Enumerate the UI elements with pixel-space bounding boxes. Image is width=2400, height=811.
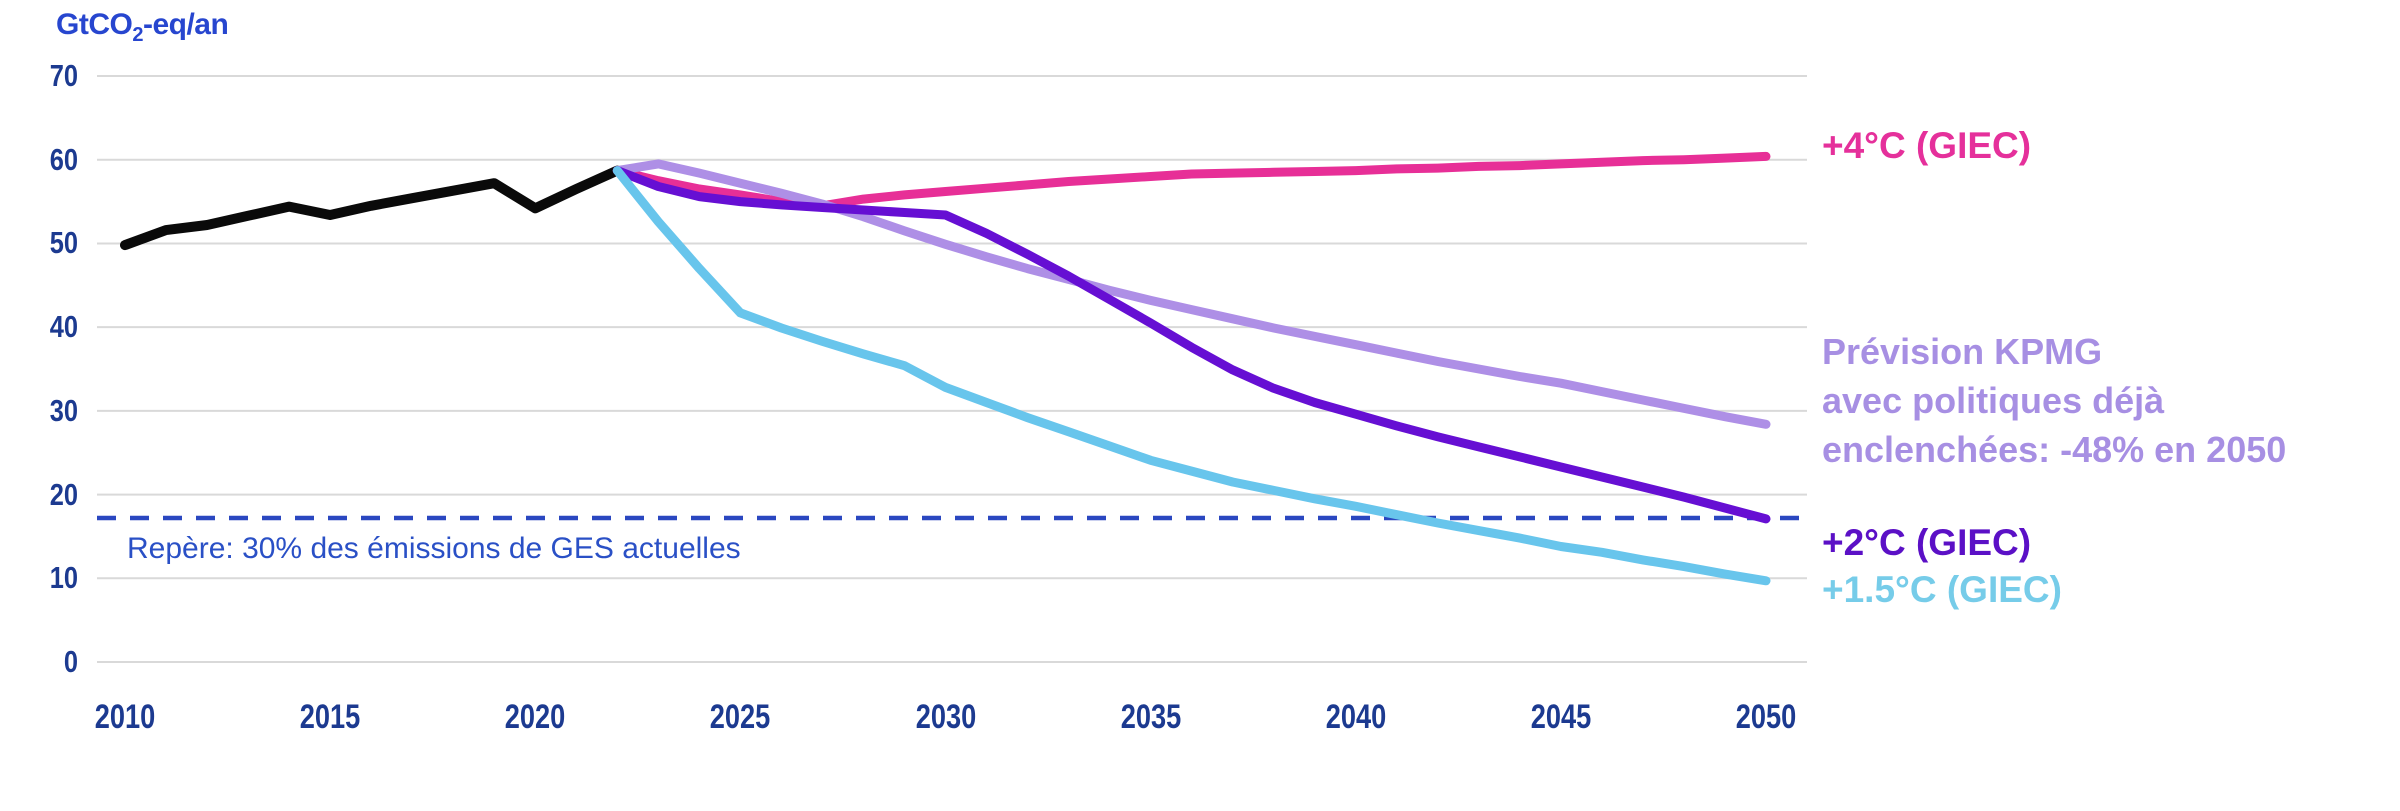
- y-tick-50: 50: [49, 225, 78, 261]
- series-line-emissions-historiques: [120, 165, 623, 251]
- y-axis-title-prefix: GtCO: [56, 8, 133, 41]
- series-line-prevision-kpmg: [612, 159, 1771, 429]
- reference-line-label: Repère: 30% des émissions de GES actuell…: [127, 532, 741, 565]
- x-tick-2050: 2050: [1735, 698, 1797, 736]
- y-axis-title-subscript: 2: [132, 24, 143, 46]
- series-line-plus-1-5c-giec: [612, 166, 1771, 586]
- y-axis-title-suffix: -eq/an: [142, 8, 229, 41]
- y-tick-30: 30: [49, 392, 78, 428]
- x-tick-2025: 2025: [710, 698, 771, 736]
- x-tick-2035: 2035: [1120, 698, 1181, 736]
- legend-plus-2c: +2°C (GIEC): [1822, 522, 2032, 563]
- x-tick-2030: 2030: [915, 698, 976, 736]
- x-tick-2010: 2010: [94, 698, 156, 736]
- x-tick-2040: 2040: [1325, 698, 1386, 736]
- y-tick-40: 40: [49, 309, 78, 345]
- x-tick-2015: 2015: [299, 698, 361, 736]
- y-tick-0: 0: [63, 644, 78, 679]
- x-tick-2045: 2045: [1530, 698, 1592, 736]
- legend-plus-1-5c: +1.5°C (GIEC): [1822, 569, 2062, 610]
- y-tick-10: 10: [49, 560, 78, 596]
- y-tick-70: 70: [49, 58, 78, 94]
- y-tick-60: 60: [49, 141, 78, 177]
- legend-plus-4c: +4°C (GIEC): [1822, 125, 2032, 166]
- y-axis-title: GtCO2-eq/an: [56, 8, 229, 47]
- x-tick-2020: 2020: [504, 698, 566, 736]
- series-line-plus-2c-giec: [612, 166, 1771, 524]
- legend-prevision-kpmg: Prévision KPMG avec politiques déjà encl…: [1822, 331, 2287, 470]
- y-tick-20: 20: [49, 476, 78, 512]
